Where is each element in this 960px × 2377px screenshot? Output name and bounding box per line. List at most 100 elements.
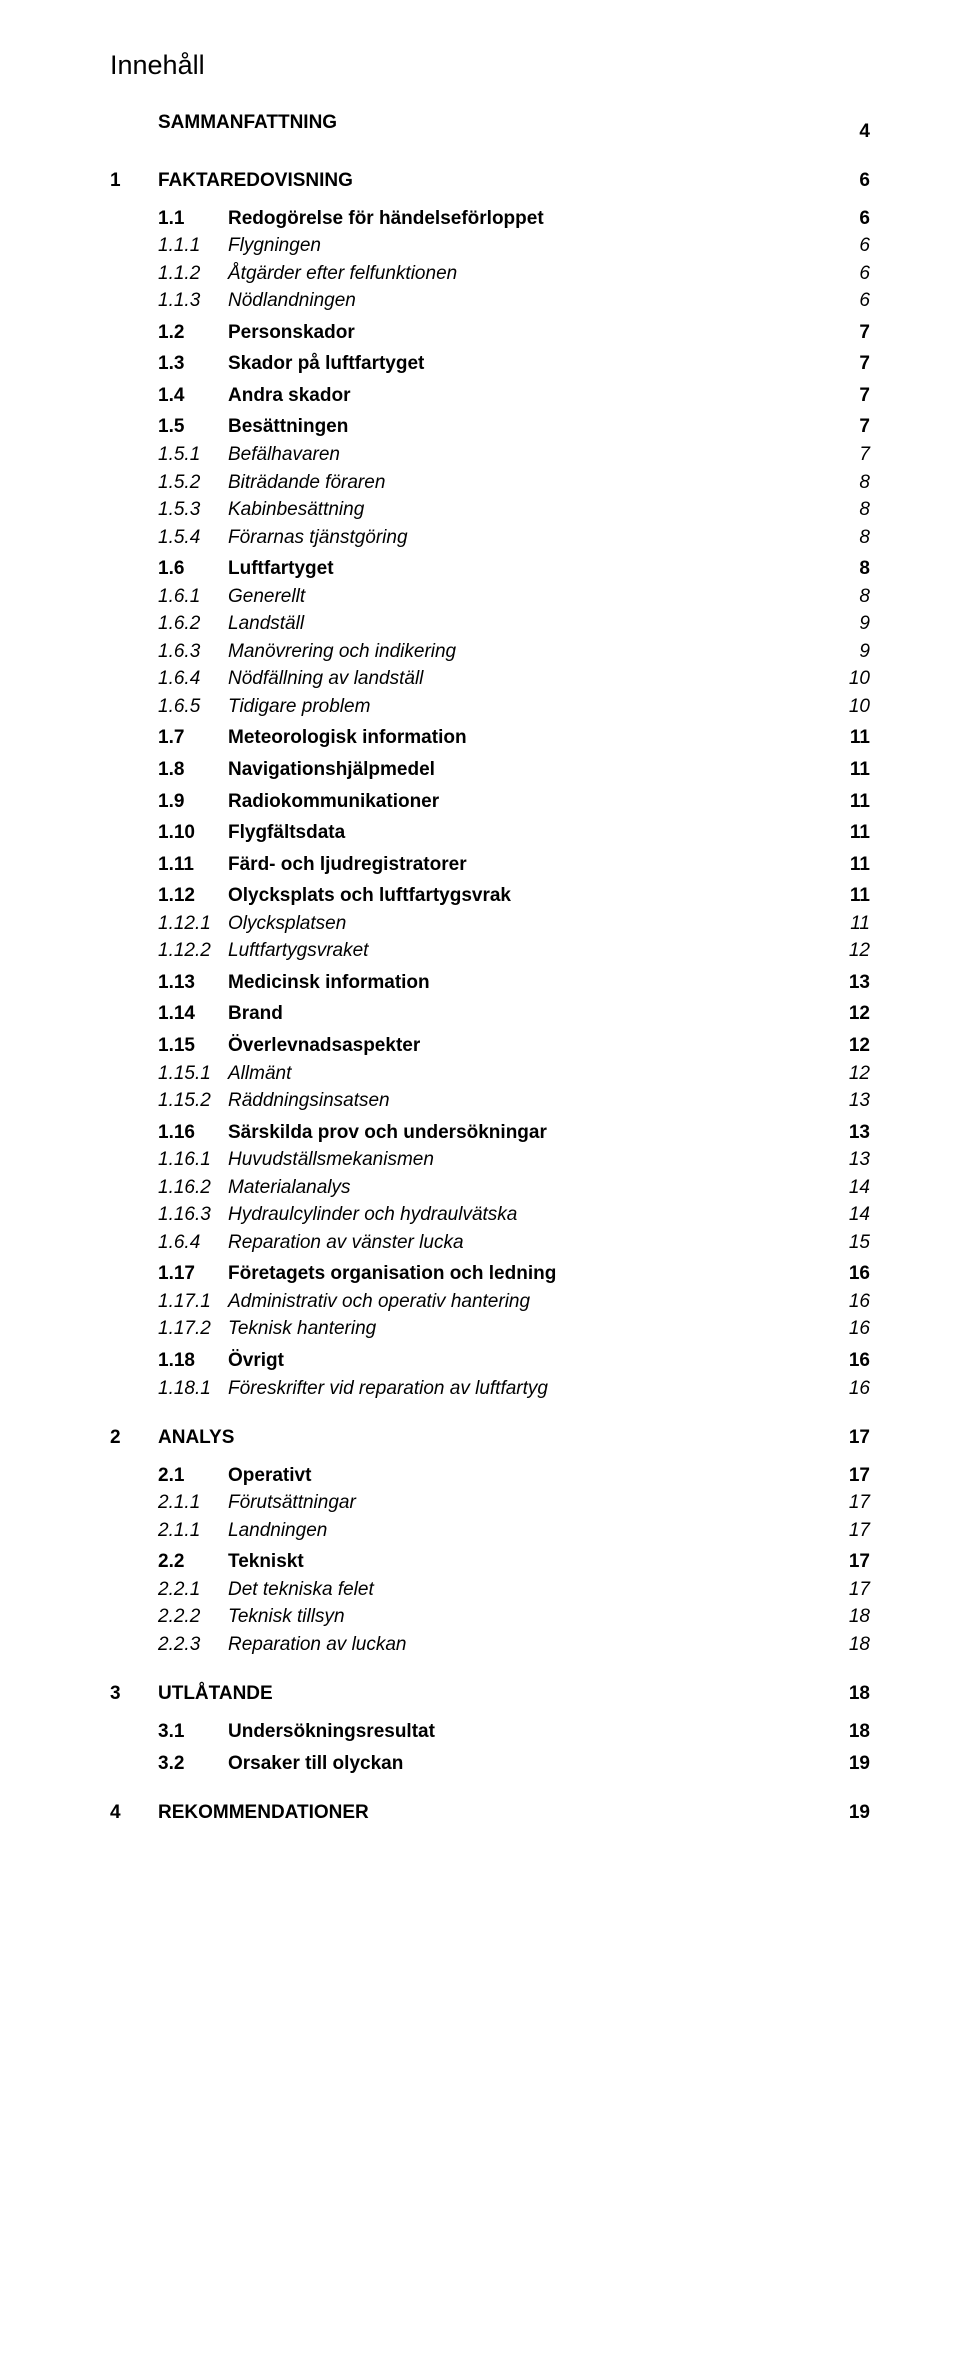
toc-number: 1.6.2: [158, 610, 228, 638]
toc-left: 2.2Tekniskt: [158, 1548, 304, 1576]
toc-row: 1.4Andra skador7: [158, 382, 870, 410]
toc-page-number: 10: [830, 665, 870, 693]
toc-page-number: 14: [830, 1201, 870, 1229]
toc-number: [110, 109, 158, 137]
toc-number: 1: [110, 167, 158, 195]
toc-left: 1.12Olycksplats och luftfartygsvrak: [158, 882, 511, 910]
toc-row: 1.1.3Nödlandningen 6: [158, 287, 870, 315]
toc-page-number: 11: [830, 756, 870, 784]
toc-label: Redogörelse för händelseförloppet: [228, 205, 544, 233]
toc-left: 1.2Personskador: [158, 319, 355, 347]
toc-left: 1.5.3Kabinbesättning: [158, 496, 364, 524]
toc-label: Kabinbesättning: [228, 496, 364, 524]
table-of-contents: SAMMANFATTNING41FAKTAREDOVISNING61.1Redo…: [110, 109, 870, 1827]
toc-number: 2.2: [158, 1548, 228, 1576]
toc-row: 1.3Skador på luftfartyget7: [158, 350, 870, 378]
toc-label: Det tekniska felet: [228, 1576, 374, 1604]
toc-left: 3.1Undersökningsresultat: [158, 1718, 435, 1746]
toc-page-number: 11: [830, 788, 870, 816]
toc-page-number: 8: [830, 583, 870, 611]
toc-page-number: 8: [830, 524, 870, 552]
toc-row: 1.6.1Generellt8: [158, 583, 870, 611]
toc-number: 1.17.1: [158, 1288, 228, 1316]
toc-left: 1.16.2Materialanalys: [158, 1174, 351, 1202]
toc-label: Biträdande föraren: [228, 469, 385, 497]
toc-page-number: 7: [830, 350, 870, 378]
toc-row: 1.13Medicinsk information13: [158, 969, 870, 997]
toc-row: 1.5Besättningen7: [158, 413, 870, 441]
toc-left: 2.1.1Landningen: [158, 1517, 327, 1545]
toc-label: ANALYS: [158, 1424, 234, 1452]
toc-row: 2.2.2Teknisk tillsyn18: [158, 1603, 870, 1631]
toc-number: 1.14: [158, 1000, 228, 1028]
toc-label: Förarnas tjänstgöring: [228, 524, 408, 552]
toc-row: 1.15.1Allmänt12: [158, 1060, 870, 1088]
toc-left: 1.9Radiokommunikationer: [158, 788, 439, 816]
toc-number: 1.1.3: [158, 287, 228, 315]
toc-label: Manövrering och indikering: [228, 638, 456, 666]
toc-left: 1.6Luftfartyget: [158, 555, 334, 583]
toc-number: 2: [110, 1424, 158, 1452]
toc-page-number: 11: [830, 882, 870, 910]
toc-label: Överlevnadsaspekter: [228, 1032, 420, 1060]
toc-number: 1.18: [158, 1347, 228, 1375]
toc-row: 1.18.1Föreskrifter vid reparation av luf…: [158, 1375, 870, 1403]
toc-label: Olycksplatsen: [228, 910, 346, 938]
toc-left: 1.5.1Befälhavaren: [158, 441, 340, 469]
toc-left: 1.6.4Reparation av vänster lucka: [158, 1229, 464, 1257]
toc-row: 1.6.2Landställ9: [158, 610, 870, 638]
toc-left: 1.1.3Nödlandningen: [158, 287, 356, 315]
toc-label: Tekniskt: [228, 1548, 304, 1576]
toc-page-number: 18: [830, 1718, 870, 1746]
toc-left: 1.1.2Åtgärder efter felfunktionen: [158, 260, 457, 288]
toc-row: 1.9Radiokommunikationer 11: [158, 788, 870, 816]
toc-page-number: 12: [830, 1000, 870, 1028]
toc-page-number: 6: [830, 260, 870, 288]
toc-row: 1.16.3Hydraulcylinder och hydraulvätska1…: [158, 1201, 870, 1229]
toc-left: 1.6.3Manövrering och indikering: [158, 638, 456, 666]
toc-label: Flygningen: [228, 232, 321, 260]
toc-left: 1.1.1Flygningen: [158, 232, 321, 260]
toc-row: 1.2Personskador7: [158, 319, 870, 347]
toc-label: Förutsättningar: [228, 1489, 356, 1517]
toc-label: Nödlandningen: [228, 287, 356, 315]
toc-number: 1.6: [158, 555, 228, 583]
toc-row: SAMMANFATTNING4: [110, 109, 870, 145]
toc-left: 2.2.3Reparation av luckan: [158, 1631, 407, 1659]
toc-label: Åtgärder efter felfunktionen: [228, 260, 457, 288]
toc-label: Tidigare problem: [228, 693, 370, 721]
toc-label: Färd- och ljudregistratorer: [228, 851, 467, 879]
toc-number: 2.1.1: [158, 1489, 228, 1517]
toc-left: 4REKOMMENDATIONER: [110, 1799, 369, 1827]
toc-number: 1.13: [158, 969, 228, 997]
toc-row: 1.12.2Luftfartygsvraket12: [158, 937, 870, 965]
toc-row: 1FAKTAREDOVISNING6: [110, 167, 870, 195]
toc-page-number: 15: [830, 1229, 870, 1257]
toc-left: 2ANALYS: [110, 1424, 234, 1452]
toc-number: 1.8: [158, 756, 228, 784]
toc-page-number: 12: [830, 937, 870, 965]
toc-row: 1.17Företagets organisation och ledning1…: [158, 1260, 870, 1288]
toc-left: 1.15.2Räddningsinsatsen: [158, 1087, 390, 1115]
toc-left: 1.6.5Tidigare problem: [158, 693, 370, 721]
toc-row: 1.7Meteorologisk information11: [158, 724, 870, 752]
toc-page-number: 17: [830, 1576, 870, 1604]
toc-row: 1.5.4Förarnas tjänstgöring8: [158, 524, 870, 552]
toc-label: Flygfältsdata: [228, 819, 345, 847]
toc-page-number: 19: [830, 1799, 870, 1827]
toc-number: 1.6.4: [158, 665, 228, 693]
toc-page-number: 9: [830, 610, 870, 638]
toc-left: 1.15.1Allmänt: [158, 1060, 291, 1088]
toc-page-number: 6: [830, 287, 870, 315]
toc-label: Teknisk tillsyn: [228, 1603, 345, 1631]
toc-row: 1.8Navigationshjälpmedel11: [158, 756, 870, 784]
toc-page-number: 13: [830, 1119, 870, 1147]
toc-number: 1.16.3: [158, 1201, 228, 1229]
toc-row: 1.16Särskilda prov och undersökningar13: [158, 1119, 870, 1147]
toc-label: Luftfartyget: [228, 555, 334, 583]
toc-number: 1.6.5: [158, 693, 228, 721]
toc-number: 1.1.1: [158, 232, 228, 260]
toc-number: 1.5.1: [158, 441, 228, 469]
toc-number: 1.15.1: [158, 1060, 228, 1088]
toc-number: 1.3: [158, 350, 228, 378]
